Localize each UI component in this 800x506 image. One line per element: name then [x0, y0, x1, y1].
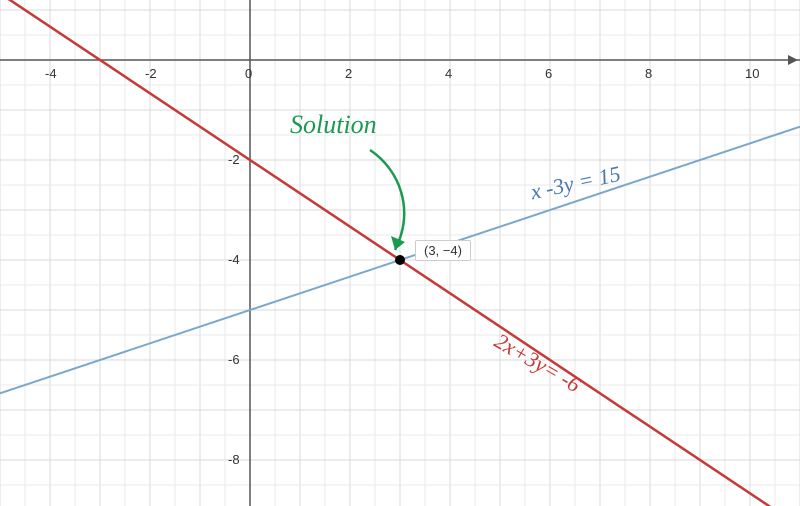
y-tick-label: -6 [228, 352, 240, 367]
y-tick-label: -4 [228, 252, 240, 267]
x-tick-label: 2 [345, 66, 352, 81]
solution-annotation: Solution [290, 110, 377, 140]
intersection-point [395, 255, 405, 265]
x-tick-label: -2 [145, 66, 157, 81]
y-tick-label: -8 [228, 452, 240, 467]
x-tick-label: 6 [545, 66, 552, 81]
grid-lines [0, 0, 800, 506]
x-tick-label: 10 [745, 66, 759, 81]
x-tick-label: 0 [245, 66, 252, 81]
x-tick-label: 8 [645, 66, 652, 81]
coordinate-graph [0, 0, 800, 506]
y-tick-label: -2 [228, 152, 240, 167]
x-tick-label: -4 [45, 66, 57, 81]
x-tick-label: 4 [445, 66, 452, 81]
intersection-label: (3, −4) [415, 240, 471, 261]
